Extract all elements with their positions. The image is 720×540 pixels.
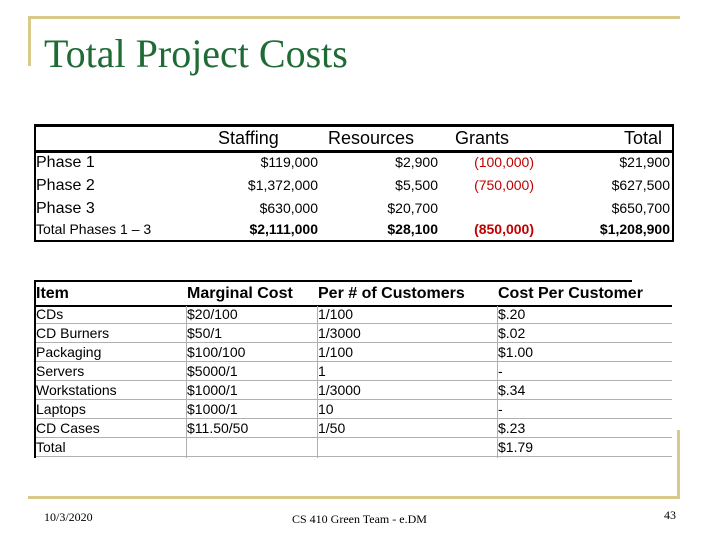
item-name: CD Cases bbox=[36, 420, 100, 436]
item-marginal-cost: $50/1 bbox=[187, 325, 223, 341]
cost-table-left-border bbox=[34, 124, 36, 242]
item-per-customers: 1/3000 bbox=[318, 382, 361, 398]
frame-left-line bbox=[28, 16, 31, 66]
cost-table-header-border bbox=[34, 150, 674, 153]
item-per-customers: 1/100 bbox=[318, 306, 354, 322]
resources-total: $28,100 bbox=[387, 221, 438, 237]
column-rule bbox=[317, 306, 318, 458]
header-total: Total bbox=[624, 128, 663, 148]
cost-table-right-border bbox=[672, 124, 674, 242]
row-rule bbox=[36, 323, 672, 324]
footer-page-number: 43 bbox=[664, 508, 676, 522]
resources-phase-1: $2,900 bbox=[395, 154, 438, 170]
row-rule bbox=[36, 418, 672, 419]
header-marginal-cost: Marginal Cost bbox=[187, 285, 293, 302]
item-table-top-border bbox=[34, 280, 632, 282]
frame-bottom-line bbox=[28, 496, 680, 499]
item-name: Servers bbox=[36, 363, 85, 379]
item-cost-per-customer: $1.00 bbox=[498, 344, 534, 360]
item-cost-per-customer: - bbox=[498, 401, 503, 417]
column-rule bbox=[497, 306, 498, 458]
item-per-customers: 10 bbox=[318, 401, 334, 417]
header-per-customers: Per # of Customers bbox=[318, 285, 465, 302]
grants-total: (850,000) bbox=[474, 221, 534, 237]
header-staffing: Staffing bbox=[218, 128, 279, 148]
item-per-customers: 1/3000 bbox=[318, 325, 361, 341]
item-name: Total bbox=[36, 439, 66, 455]
item-marginal-cost: $100/100 bbox=[187, 344, 246, 360]
row-label-total-phases: Total Phases 1 – 3 bbox=[36, 221, 152, 237]
footer-team: CS 410 Green Team - e.DM bbox=[292, 512, 427, 526]
item-marginal-cost: $11.50/50 bbox=[187, 420, 249, 436]
item-name: CDs bbox=[36, 306, 64, 322]
grants-phase-2: (750,000) bbox=[474, 177, 534, 193]
header-cost-per-customer: Cost Per Customer bbox=[498, 285, 643, 302]
row-rule bbox=[36, 361, 672, 362]
header-resources: Resources bbox=[328, 128, 415, 148]
staffing-total: $2,111,000 bbox=[249, 221, 318, 237]
cost-table-top-border bbox=[34, 124, 674, 127]
grants-phase-1: (100,000) bbox=[474, 154, 534, 170]
total-total: $1,208,900 bbox=[599, 221, 670, 237]
item-marginal-cost: $1000/1 bbox=[187, 382, 238, 398]
item-table-left-border bbox=[34, 280, 36, 458]
item-name: CD Burners bbox=[36, 325, 110, 341]
item-cost-per-customer: $1.79 bbox=[498, 439, 534, 455]
row-rule bbox=[36, 456, 672, 457]
frame-right-line bbox=[677, 430, 680, 499]
item-table-header-border bbox=[34, 305, 672, 307]
slide-title: Total Project Costs bbox=[44, 31, 348, 76]
item-per-customers: 1 bbox=[318, 363, 326, 379]
row-label-phase-1: Phase 1 bbox=[36, 154, 95, 171]
cost-table-bottom-border bbox=[34, 240, 674, 242]
row-rule bbox=[36, 437, 672, 438]
item-cost-per-customer: $.34 bbox=[498, 382, 526, 398]
item-cost-per-customer: $.02 bbox=[498, 325, 526, 341]
item-name: Laptops bbox=[36, 401, 86, 417]
staffing-phase-1: $119,000 bbox=[260, 154, 318, 170]
total-phase-2: $627,500 bbox=[611, 177, 670, 193]
item-name: Workstations bbox=[36, 382, 117, 398]
item-cost-per-customer: - bbox=[498, 363, 503, 379]
row-label-phase-2: Phase 2 bbox=[36, 177, 95, 194]
row-label-phase-3: Phase 3 bbox=[36, 200, 95, 217]
staffing-phase-2: $1,372,000 bbox=[247, 177, 318, 193]
item-per-customers: 1/50 bbox=[318, 420, 346, 436]
header-grants: Grants bbox=[455, 128, 510, 148]
total-phase-3: $650,700 bbox=[611, 200, 670, 216]
column-rule bbox=[186, 306, 187, 458]
item-name: Packaging bbox=[36, 344, 102, 360]
staffing-phase-3: $630,000 bbox=[259, 200, 318, 216]
item-per-customers: 1/100 bbox=[318, 344, 354, 360]
item-marginal-cost: $20/100 bbox=[187, 306, 238, 322]
header-item: Item bbox=[36, 285, 69, 302]
item-marginal-cost: $1000/1 bbox=[187, 401, 238, 417]
item-cost-per-customer: $.23 bbox=[498, 420, 526, 436]
resources-phase-2: $5,500 bbox=[395, 177, 438, 193]
footer-date: 10/3/2020 bbox=[44, 510, 93, 524]
row-rule bbox=[36, 342, 672, 343]
row-rule bbox=[36, 380, 672, 381]
item-marginal-cost: $5000/1 bbox=[187, 363, 238, 379]
row-rule bbox=[36, 399, 672, 400]
item-cost-per-customer: $.20 bbox=[498, 306, 526, 322]
total-phase-1: $21,900 bbox=[619, 154, 670, 170]
resources-phase-3: $20,700 bbox=[387, 200, 438, 216]
frame-top-line bbox=[28, 16, 680, 19]
